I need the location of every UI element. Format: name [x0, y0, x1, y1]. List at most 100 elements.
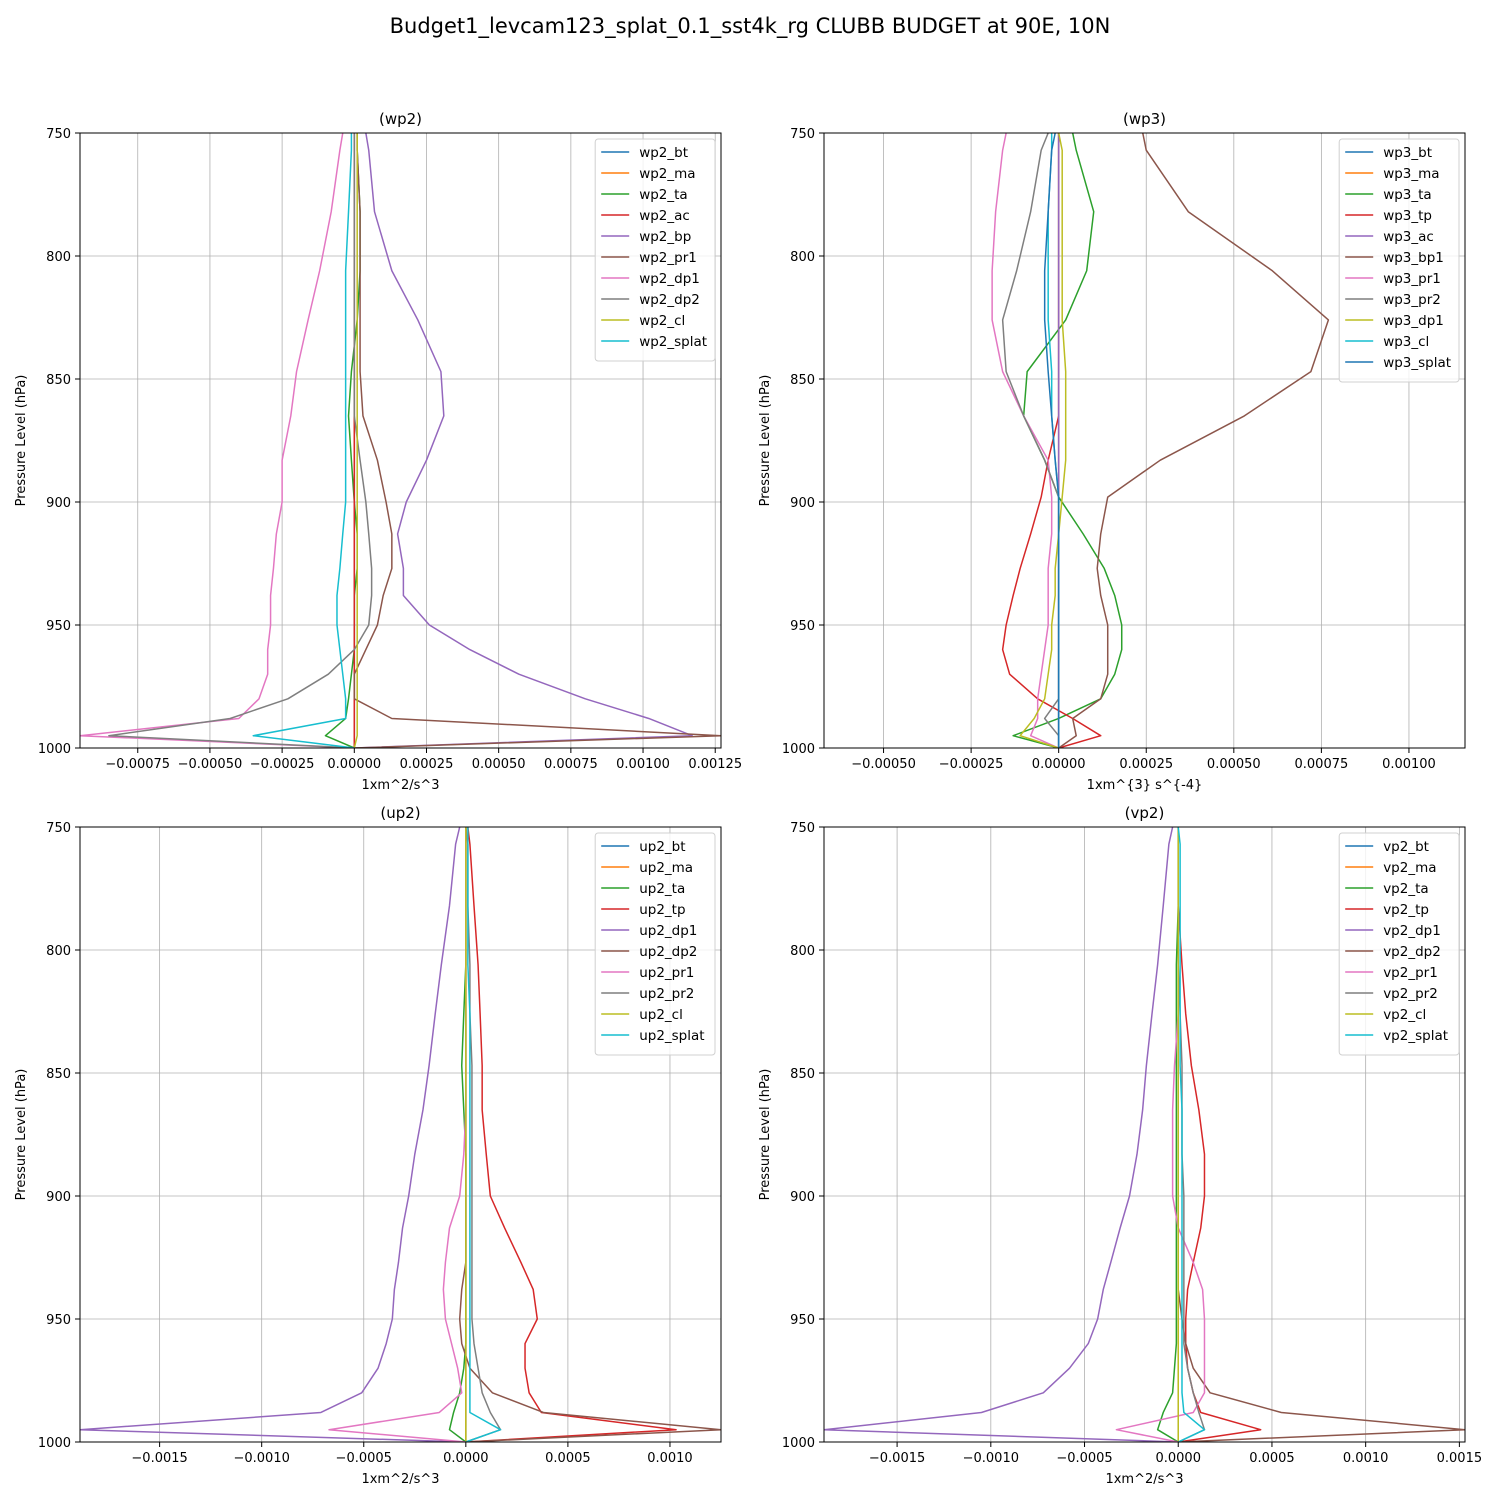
legend-label: wp3_pr2 [1383, 292, 1441, 308]
series-line-wp3_splat [1043, 133, 1060, 748]
x-tick-label: 0.00125 [688, 757, 742, 772]
x-tick-label: 0.00025 [1119, 757, 1173, 772]
legend-label: wp3_ma [1383, 166, 1439, 182]
series-group [80, 827, 721, 1442]
y-tick-label: 900 [790, 496, 815, 511]
x-tick-label: 0.00000 [327, 757, 381, 772]
y-tick-label: 900 [790, 1190, 815, 1205]
axes-frame [823, 132, 1466, 749]
legend-label: vp2_dp2 [1383, 944, 1441, 960]
x-tick-label: 0.00075 [1295, 757, 1349, 772]
series-group [991, 133, 1330, 748]
series-group [80, 133, 721, 748]
legend-label: wp3_bt [1383, 145, 1432, 161]
axes-frame [79, 132, 722, 749]
series-line-wp2_dp1 [80, 133, 355, 748]
legend-label: wp2_bp [639, 229, 691, 245]
y-tick-label: 900 [46, 496, 71, 511]
series-line-up2_splat [465, 827, 502, 1442]
legend-label: wp3_ta [1383, 187, 1432, 203]
legend: up2_bt up2_ma up2_ta up2_tp up2_dp1 up2_dp2up… [594, 832, 716, 1056]
series-line-vp2_ta [1156, 827, 1179, 1442]
x-tick-label: −0.0010 [233, 1451, 289, 1466]
y-axis-label: Pressure Level (hPa) [758, 375, 773, 507]
legend-label: wp2_bt [639, 145, 688, 161]
x-tick-label: 0.0010 [647, 1451, 693, 1466]
legend-label: up2_cl [639, 1007, 683, 1023]
x-tick-label: 0.0005 [1249, 1451, 1295, 1466]
subplot-title: (up2) [380, 804, 420, 822]
x-tick-label: −0.00075 [105, 757, 170, 772]
legend-label: wp2_pr1 [639, 250, 697, 266]
y-tick-label: 750 [46, 127, 71, 142]
legend-label: vp2_bt [1383, 839, 1429, 855]
x-tick-label: −0.0005 [1056, 1451, 1112, 1466]
axes-frame [823, 826, 1466, 1443]
series-line-up2_pr1 [328, 827, 467, 1442]
y-tick-label: 1000 [782, 1436, 815, 1451]
legend-label: up2_dp1 [639, 923, 697, 939]
legend-label: vp2_ma [1383, 860, 1436, 876]
legend-label: vp2_pr1 [1383, 965, 1438, 981]
x-tick-label: 0.0000 [1155, 1451, 1201, 1466]
series-line-up2_dp1 [80, 827, 466, 1442]
figure-title: Budget1_levcam123_splat_0.1_sst4k_rg CLU… [389, 14, 1111, 38]
subplot-vp2: −0.0015 −0.0010 −0.0005 0.0000 0.0005 0.0010 0… [758, 804, 1482, 1487]
legend-label: wp2_cl [639, 313, 685, 329]
x-tick-label: 0.0015 [1437, 1451, 1483, 1466]
x-tick-label: 0.0010 [1343, 1451, 1389, 1466]
series-line-wp2_cl [353, 133, 358, 748]
series-line-vp2_tp [1177, 827, 1262, 1442]
legend-label: wp3_bp1 [1383, 250, 1444, 266]
y-tick-label: 750 [46, 821, 71, 836]
x-tick-label: −0.00050 [851, 757, 916, 772]
subplot-wp3: −0.00050 −0.00025 0.00000 0.00025 0.00050 0.0… [758, 110, 1466, 793]
subplot-title: (wp2) [379, 110, 422, 128]
x-tick-label: −0.00050 [178, 757, 243, 772]
legend-label: wp3_dp1 [1383, 313, 1444, 329]
x-tick-label: 0.0005 [545, 1451, 591, 1466]
y-tick-label: 850 [46, 373, 71, 388]
legend-label: wp2_ma [639, 166, 695, 182]
series-line-wp3_pr1 [991, 133, 1059, 748]
legend-label: up2_dp2 [639, 944, 697, 960]
legend-label: vp2_cl [1383, 1007, 1426, 1023]
y-tick-label: 800 [46, 944, 71, 959]
legend: vp2_bt vp2_ma vp2_ta vp2_tp vp2_dp1 vp2_dp2vp… [1338, 832, 1460, 1056]
x-tick-label: 0.00050 [472, 757, 526, 772]
subplot-title: (vp2) [1125, 804, 1165, 822]
legend-label: wp2_ta [639, 187, 688, 203]
legend-label: wp3_splat [1383, 355, 1451, 371]
x-tick-label: 0.00075 [544, 757, 598, 772]
series-line-up2_pr2 [465, 827, 502, 1442]
x-tick-label: 0.0000 [443, 1451, 489, 1466]
x-tick-label: −0.0010 [963, 1451, 1019, 1466]
x-tick-label: −0.0015 [869, 1451, 925, 1466]
x-tick-label: −0.0005 [336, 1451, 392, 1466]
legend-label: vp2_dp1 [1383, 923, 1441, 939]
legend-label: wp2_ac [639, 208, 690, 224]
legend-label: wp3_tp [1383, 208, 1432, 224]
legend: wp3_bt wp3_ma wp3_ta wp3_tp wp3_ac wp3_bp1 wp3… [1338, 138, 1460, 383]
x-tick-label: 0.00100 [616, 757, 670, 772]
legend-label: up2_pr2 [639, 986, 694, 1002]
y-tick-label: 850 [46, 1067, 71, 1082]
y-tick-label: 850 [790, 373, 815, 388]
y-tick-label: 900 [46, 1190, 71, 1205]
y-tick-label: 800 [46, 250, 71, 265]
legend-label: up2_tp [639, 902, 685, 918]
legend-label: up2_pr1 [639, 965, 694, 981]
x-tick-label: 0.00000 [1032, 757, 1086, 772]
x-axis-label: 1xm^2/s^3 [361, 778, 439, 793]
series-line-wp3_bp1 [1058, 133, 1330, 748]
x-tick-label: 0.00025 [400, 757, 454, 772]
y-tick-label: 1000 [782, 742, 815, 757]
subplot-up2: −0.0015 −0.0010 −0.0005 0.0000 0.0005 0.0010 7… [14, 804, 722, 1487]
y-tick-label: 850 [790, 1067, 815, 1082]
series-line-vp2_pr1 [1115, 827, 1206, 1442]
y-tick-label: 750 [790, 127, 815, 142]
y-tick-label: 800 [790, 250, 815, 265]
y-tick-label: 1000 [38, 742, 71, 757]
subplot-wp2: −0.00075 −0.00050 −0.00025 0.00000 0.00025 0.… [14, 110, 742, 793]
